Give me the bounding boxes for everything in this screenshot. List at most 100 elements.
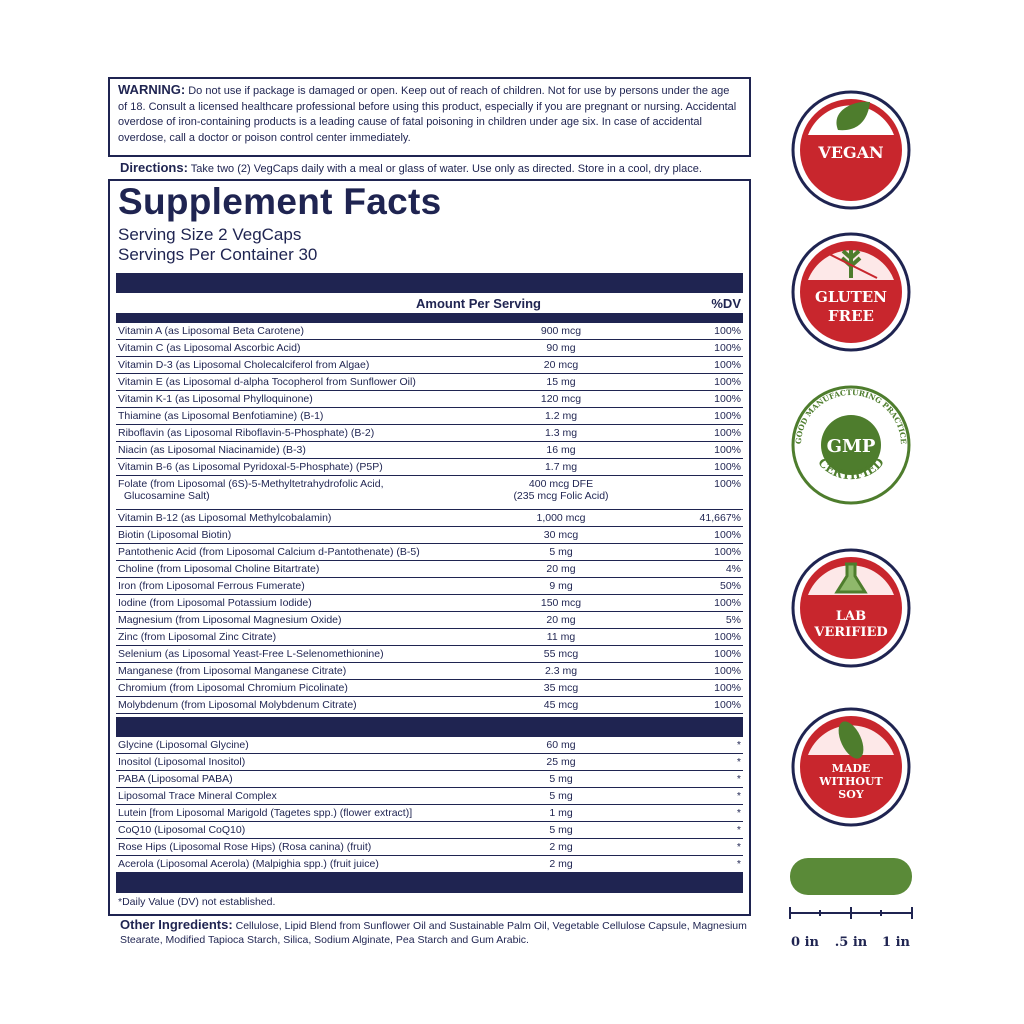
badge-made-without-soy: MADE WITHOUT SOY (791, 707, 911, 827)
nutrient-name: Lutein [from Liposomal Marigold (Tagetes… (118, 807, 413, 819)
daily-value: 100% (714, 665, 741, 677)
fact-row: Vitamin A (as Liposomal Beta Carotene) 90… (116, 323, 743, 340)
nutrient-name: CoQ10 (Liposomal CoQ10) (118, 824, 246, 836)
nutrient-name: Iodine (from Liposomal Potassium Iodide) (118, 597, 312, 609)
scale-label: .5 in (835, 935, 868, 950)
daily-value: 100% (714, 682, 741, 694)
nutrient-name: Pantothenic Acid (from Liposomal Calcium… (118, 546, 420, 558)
fact-row: Magnesium (from Liposomal Magnesium Oxid… (116, 612, 743, 629)
amount: 5 mg (549, 546, 573, 558)
daily-value: * (736, 807, 741, 819)
fact-row: Chromium (from Liposomal Chromium Picoli… (116, 680, 743, 697)
fact-row: Glycine (Liposomal Glycine) 60 mg * (116, 737, 743, 754)
daily-value: 100% (714, 376, 741, 388)
fact-row: CoQ10 (Liposomal CoQ10) 5 mg * (116, 822, 743, 839)
badge-gluten-free: GLUTEN FREE (791, 232, 911, 352)
amount: 55 mcg (543, 648, 579, 660)
amount: 900 mcg (540, 325, 582, 337)
scale-label: 1 in (882, 935, 911, 950)
badge-gmp: GOOD MANUFACTURING PRACTICE CERTIFIED GM… (791, 385, 911, 505)
badge-line: GLUTEN (815, 288, 887, 306)
amount: 25 mg (546, 756, 576, 768)
daily-value: 100% (714, 546, 741, 558)
daily-value: 50% (719, 580, 741, 592)
daily-value: 100% (714, 342, 741, 354)
nutrient-name: Vitamin B-12 (as Liposomal Methylcobalam… (118, 512, 332, 524)
daily-value: * (736, 739, 741, 751)
nutrient-name: PABA (Liposomal PABA) (118, 773, 233, 785)
daily-value: 100% (714, 631, 741, 643)
nutrient-name: Magnesium (from Liposomal Magnesium Oxid… (118, 614, 342, 626)
amount: 5 mg (549, 773, 573, 785)
fact-row: Rose Hips (Liposomal Rose Hips) (Rosa ca… (116, 839, 743, 856)
nutrient-name: Biotin (Liposomal Biotin) (118, 529, 232, 541)
nutrient-name: Liposomal Trace Mineral Complex (118, 790, 277, 802)
amount: 2 mg (549, 841, 573, 853)
divider-bar (116, 717, 743, 737)
directions-text: Take two (2) VegCaps daily with a meal o… (190, 163, 702, 175)
divider-bar (116, 313, 743, 323)
nutrient-name: Thiamine (as Liposomal Benfotiamine) (B-… (118, 410, 324, 422)
fact-row: Inositol (Liposomal Inositol) 25 mg * (116, 754, 743, 771)
badge-line: FREE (828, 307, 874, 325)
nutrient-name: Vitamin D-3 (as Liposomal Cholecalcifero… (118, 359, 370, 371)
fact-row: Vitamin D-3 (as Liposomal Cholecalcifero… (116, 357, 743, 374)
facts-panel: Supplement Facts Serving Size 2 VegCaps … (108, 179, 751, 916)
amount: 60 mg (546, 739, 576, 751)
fact-row: Iron (from Liposomal Ferrous Fumerate) 9 … (116, 578, 743, 595)
daily-value: 100% (714, 359, 741, 371)
nutrient-name: Rose Hips (Liposomal Rose Hips) (Rosa ca… (118, 841, 372, 853)
amount: 150 mcg (540, 597, 582, 609)
daily-value: 100% (714, 461, 741, 473)
fact-row: Folate (from Liposomal (6S)-5-Methyltetr… (116, 476, 743, 510)
badge-line: MADE (832, 762, 871, 775)
fact-row: Acerola (Liposomal Acerola) (Malpighia s… (116, 856, 743, 873)
nutrient-name: Vitamin C (as Liposomal Ascorbic Acid) (118, 342, 301, 354)
amount: 30 mcg (543, 529, 579, 541)
divider-bar (116, 873, 743, 893)
badge-line: VEGAN (817, 143, 883, 162)
daily-value: 100% (714, 597, 741, 609)
nutrient-name: Folate (from Liposomal (6S)-5-Methyltetr… (118, 478, 384, 502)
fact-row: Biotin (Liposomal Biotin) 30 mcg 100% (116, 527, 743, 544)
amount: 400 mcg DFE (235 mcg Folic Acid) (513, 478, 609, 502)
fact-row: Vitamin C (as Liposomal Ascorbic Acid) 90… (116, 340, 743, 357)
other-ingredients-text: Cellulose, Lipid Blend from Sunflower Oi… (120, 920, 747, 946)
fact-row: Liposomal Trace Mineral Complex 5 mg * (116, 788, 743, 805)
fact-row: Thiamine (as Liposomal Benfotiamine) (B-… (116, 408, 743, 425)
footnote: *Daily Value (DV) not established. (118, 896, 276, 908)
amount: 35 mcg (543, 682, 579, 694)
scale-label: 0 in (791, 935, 820, 950)
header-amount: Amount Per Serving (416, 296, 541, 311)
badge-line: SOY (838, 788, 864, 801)
daily-value: 100% (714, 529, 741, 541)
nutrient-name: Molybdenum (from Liposomal Molybdenum Ci… (118, 699, 357, 711)
badge-line: VERIFIED (813, 625, 887, 640)
badge-line: LAB (836, 609, 866, 624)
amount: 20 mg (546, 563, 576, 575)
daily-value: 4% (725, 563, 741, 575)
fact-row: Choline (from Liposomal Choline Bitartra… (116, 561, 743, 578)
daily-value: 100% (714, 393, 741, 405)
nutrient-name: Riboflavin (as Liposomal Riboflavin-5-Ph… (118, 427, 375, 439)
daily-value: * (736, 773, 741, 785)
daily-value: 5% (725, 614, 741, 626)
nutrient-name: Selenium (as Liposomal Yeast-Free L-Sele… (118, 648, 384, 660)
amount: 2.3 mg (544, 665, 578, 677)
nutrient-name: Manganese (from Liposomal Manganese Citr… (118, 665, 347, 677)
facts-title: Supplement Facts (118, 181, 442, 222)
directions-label: Directions: (120, 160, 188, 175)
badge-lab-verified: LAB VERIFIED (791, 548, 911, 668)
other-ingredients: Other Ingredients: Cellulose, Lipid Blen… (120, 918, 750, 947)
daily-value: 100% (714, 478, 741, 490)
fact-row: Vitamin K-1 (as Liposomal Phylloquinone)… (116, 391, 743, 408)
amount: 5 mg (549, 824, 573, 836)
fact-row: Vitamin E (as Liposomal d-alpha Tocopher… (116, 374, 743, 391)
daily-value: 100% (714, 325, 741, 337)
amount: 15 mg (546, 376, 576, 388)
badge-line: WITHOUT (818, 775, 883, 788)
amount: 1,000 mcg (536, 512, 586, 524)
amount: 20 mg (546, 614, 576, 626)
amount: 2 mg (549, 858, 573, 870)
